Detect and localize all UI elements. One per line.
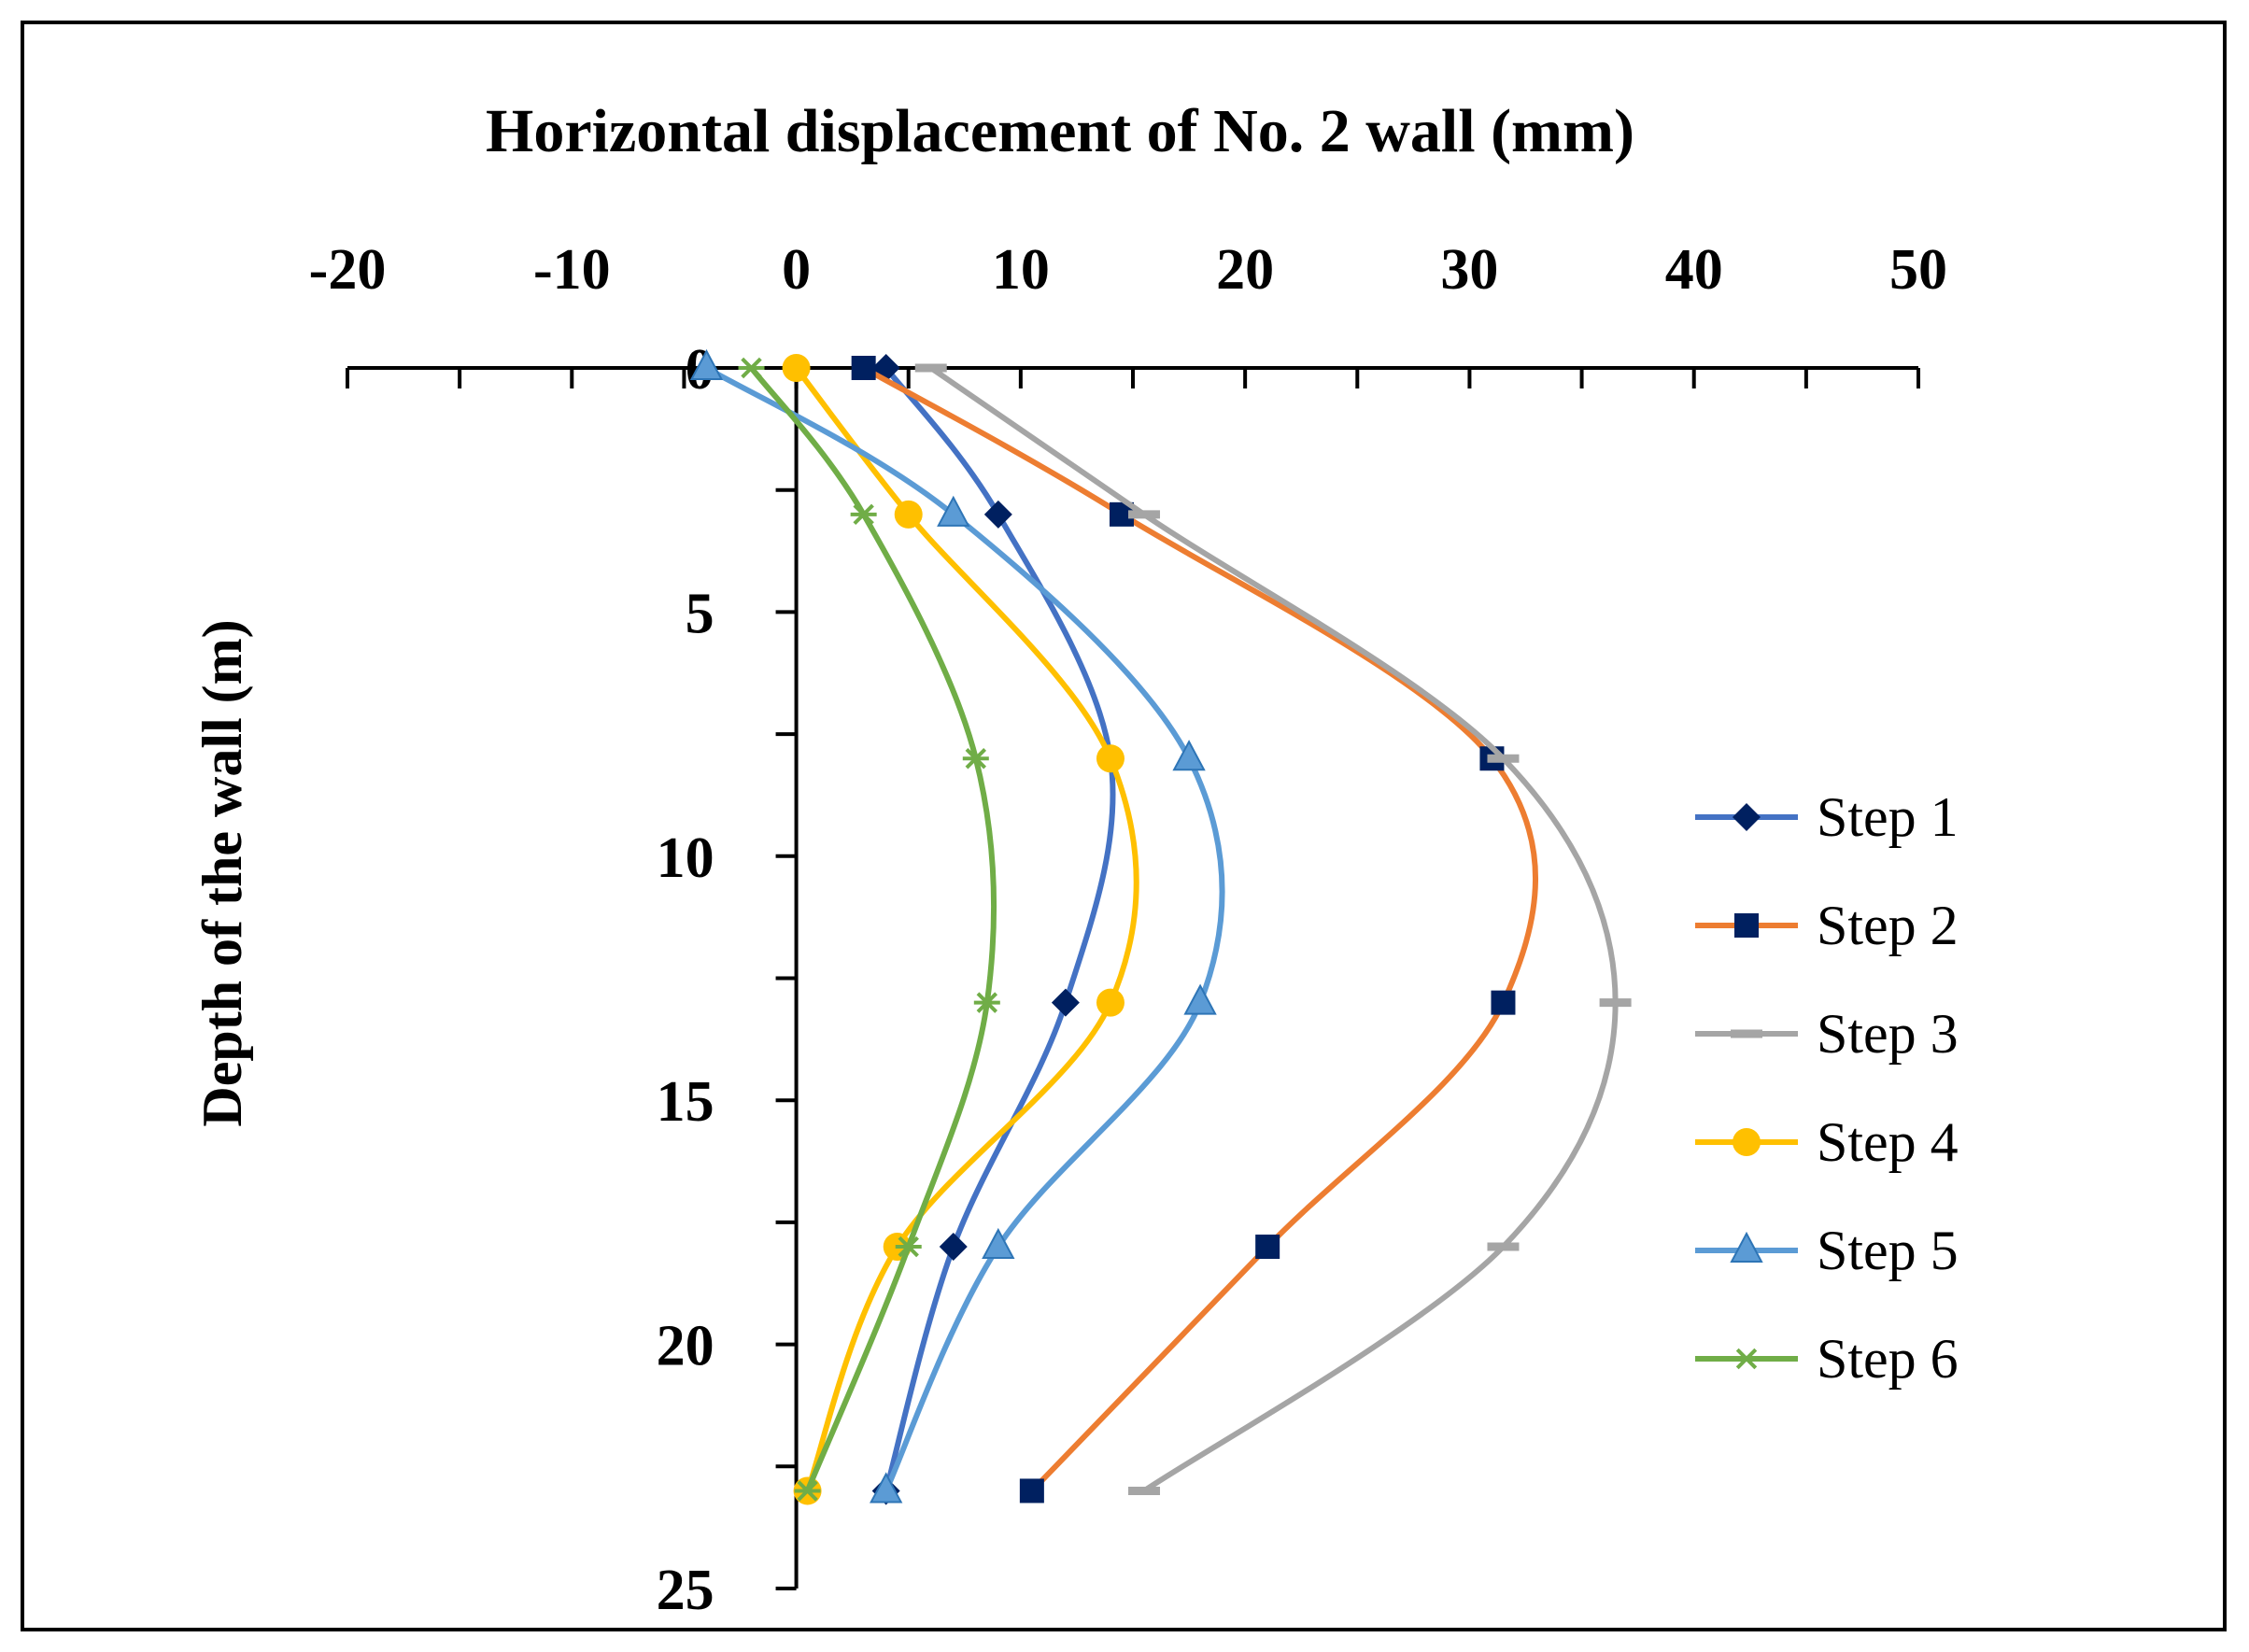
data-point: [782, 354, 811, 382]
data-point: [738, 357, 765, 379]
series-line: [794, 366, 1139, 1492]
legend-item: Step 6: [1695, 1328, 1959, 1390]
legend-label: Step 5: [1817, 1220, 1959, 1281]
marker-stroke: [976, 992, 998, 1013]
data-point: [962, 748, 989, 770]
data-point: [870, 1472, 903, 1504]
data-point: [851, 356, 876, 380]
series-line: [704, 365, 1225, 1492]
y-tick-label: 15: [657, 1070, 714, 1134]
data-point: [1051, 988, 1080, 1017]
legend-marker: [1733, 803, 1761, 831]
legend-marker: [1733, 1348, 1760, 1370]
data-point: [689, 348, 724, 380]
series-step-5: [689, 348, 1225, 1504]
data-point: [982, 1227, 1015, 1260]
legend-label: Step 1: [1817, 786, 1959, 848]
y-tick-label: 25: [657, 1559, 714, 1622]
legend-label: Step 4: [1817, 1111, 1959, 1173]
series-step-2: [851, 356, 1539, 1504]
legend-item: Step 5: [1695, 1220, 1959, 1281]
series-line: [883, 366, 1116, 1492]
x-tick-label: 10: [992, 238, 1050, 302]
legend-label: Step 3: [1817, 1003, 1959, 1065]
legend-item: Step 4: [1695, 1111, 1959, 1173]
x-tick-label: -10: [533, 238, 611, 302]
y-tick-label: 10: [657, 826, 714, 890]
legend-label: Step 2: [1817, 895, 1959, 956]
series-line: [862, 365, 1539, 1493]
axes: -20-10010203040500510152025: [309, 238, 1947, 1622]
x-tick-label: 40: [1665, 238, 1723, 302]
data-point: [895, 1235, 922, 1258]
marker-stroke: [898, 1235, 919, 1258]
data-point: [939, 1233, 968, 1262]
chart-frame: [21, 21, 2227, 1631]
x-tick-label: 0: [782, 238, 811, 302]
legend-marker: [1734, 913, 1759, 938]
legend-item: Step 3: [1695, 1003, 1959, 1065]
data-point: [794, 1480, 821, 1502]
marker-stroke: [1735, 1348, 1758, 1370]
y-tick-label: 20: [657, 1315, 714, 1378]
data-point: [937, 495, 970, 527]
marker-stroke: [797, 1480, 818, 1502]
series-step-6: [738, 357, 1000, 1502]
x-tick-label: 30: [1440, 238, 1498, 302]
data-point: [850, 503, 877, 526]
series-line: [929, 365, 1619, 1493]
data-point: [1096, 744, 1124, 773]
chart-title: Horizontal displacement of No. 2 wall (m…: [486, 97, 1634, 165]
y-axis-label: Depth of the wall (m): [191, 619, 253, 1126]
data-point: [973, 992, 1000, 1013]
data-point: [1172, 740, 1206, 771]
marker-stroke: [741, 357, 762, 379]
legend-label: Step 6: [1817, 1328, 1959, 1390]
data-point: [1096, 988, 1124, 1017]
x-tick-label: 50: [1889, 238, 1947, 302]
marker-stroke: [853, 503, 874, 526]
legend-item: Step 1: [1695, 786, 1959, 848]
series-step-3: [914, 363, 1632, 1495]
marker-stroke: [965, 748, 987, 770]
data-point: [1255, 1235, 1280, 1260]
data-point: [983, 500, 1012, 529]
legend-marker: [1733, 1128, 1761, 1156]
data-point: [1019, 1478, 1044, 1504]
legend-marker: [1730, 1231, 1763, 1263]
series-layer: [689, 348, 1632, 1505]
y-tick-label: 5: [686, 582, 714, 645]
x-tick-label: -20: [309, 238, 387, 302]
series-step-4: [782, 354, 1139, 1505]
data-point: [1491, 990, 1516, 1015]
x-tick-label: 20: [1216, 238, 1274, 302]
data-point: [894, 500, 923, 529]
data-point: [1183, 983, 1217, 1015]
legend: Step 1 Step 2 Step 3 Step 4 Step 5 Step 6: [1695, 786, 1959, 1390]
legend-item: Step 2: [1695, 895, 1959, 956]
